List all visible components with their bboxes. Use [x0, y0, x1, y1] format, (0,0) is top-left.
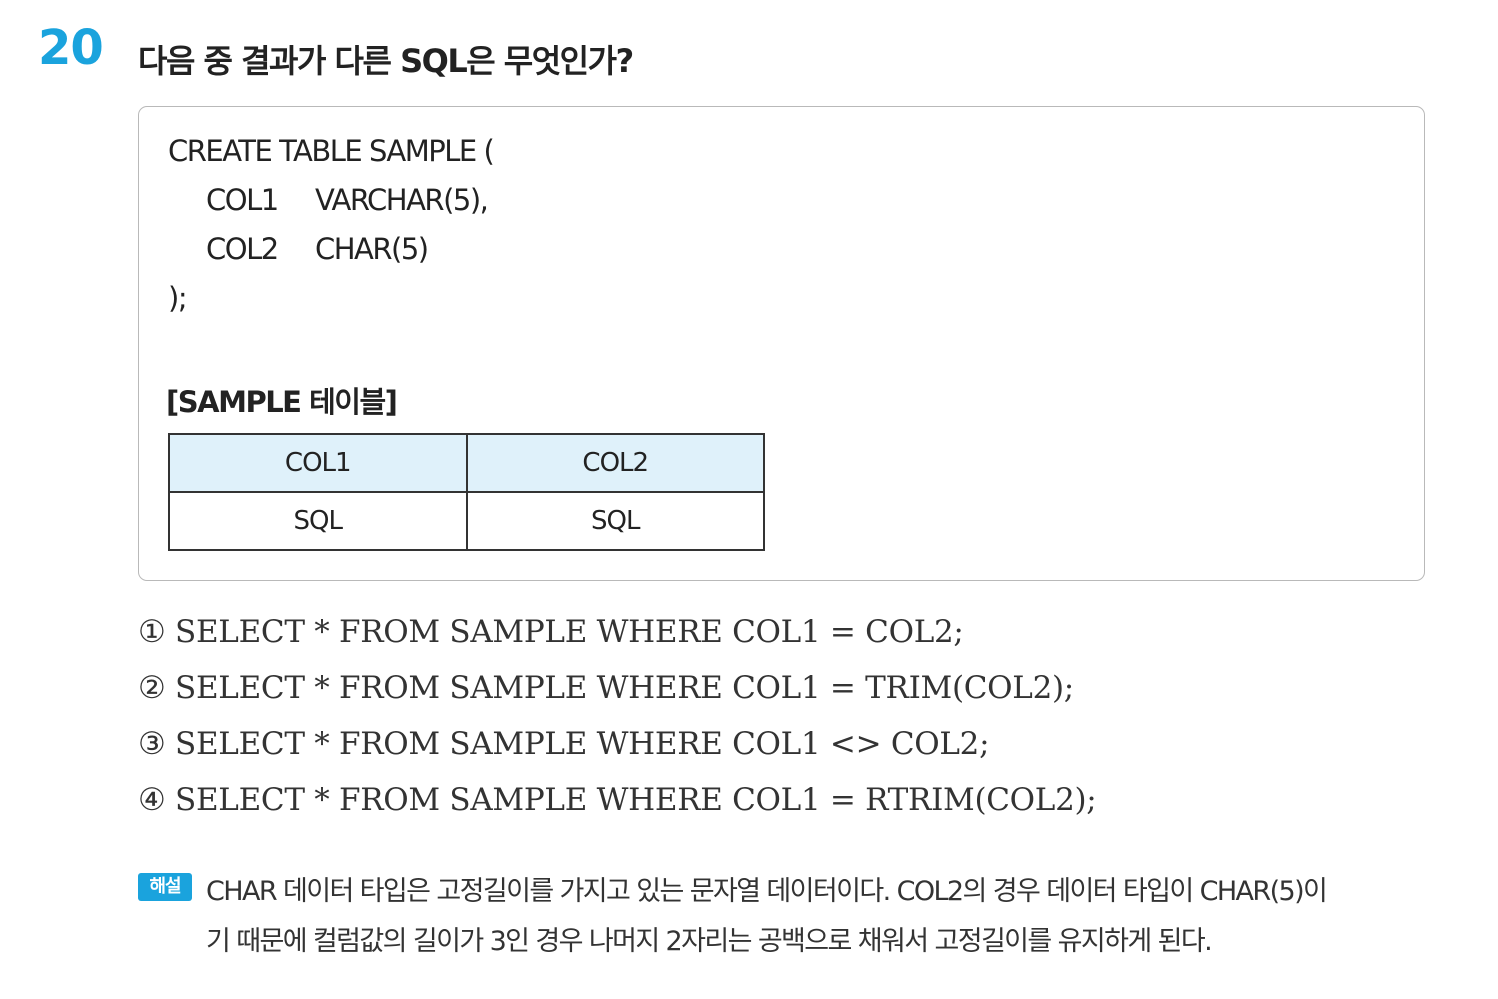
explanation-badge: 해설	[138, 873, 192, 901]
code-col2-type: CHAR(5)	[315, 232, 429, 266]
code-col1-name: COL1	[206, 183, 279, 217]
option-4[interactable]: ④ SELECT * FROM SAMPLE WHERE COL1 = RTRI…	[138, 782, 1097, 818]
table-cell: SQL	[168, 491, 468, 551]
sample-table-title: [SAMPLE 테이블]	[166, 385, 398, 419]
table-row: SQL SQL	[168, 491, 765, 551]
code-line-create: CREATE TABLE SAMPLE (	[168, 134, 495, 168]
option-1[interactable]: ① SELECT * FROM SAMPLE WHERE COL1 = COL2…	[138, 614, 964, 650]
table-header-cell: COL1	[168, 433, 468, 493]
code-col2-name: COL2	[206, 232, 279, 266]
explanation-line-2: 기 때문에 컬럼값의 길이가 3인 경우 나머지 2자리는 공백으로 채워서 고…	[206, 926, 1213, 957]
table-cell: SQL	[465, 491, 765, 551]
option-2[interactable]: ② SELECT * FROM SAMPLE WHERE COL1 = TRIM…	[138, 670, 1074, 706]
question-number: 20	[38, 20, 104, 76]
table-header-row: COL1 COL2	[168, 433, 765, 493]
code-line-end: );	[168, 281, 188, 315]
option-3[interactable]: ③ SELECT * FROM SAMPLE WHERE COL1 <> COL…	[138, 726, 990, 762]
question-text: 다음 중 결과가 다른 SQL은 무엇인가?	[138, 42, 634, 80]
table-header-cell: COL2	[465, 433, 765, 493]
code-box	[138, 106, 1425, 581]
code-col1-type: VARCHAR(5),	[315, 183, 489, 217]
sample-table: COL1 COL2 SQL SQL	[168, 433, 765, 551]
explanation-line-1: CHAR 데이터 타입은 고정길이를 가지고 있는 문자열 데이터이다. COL…	[206, 876, 1328, 907]
